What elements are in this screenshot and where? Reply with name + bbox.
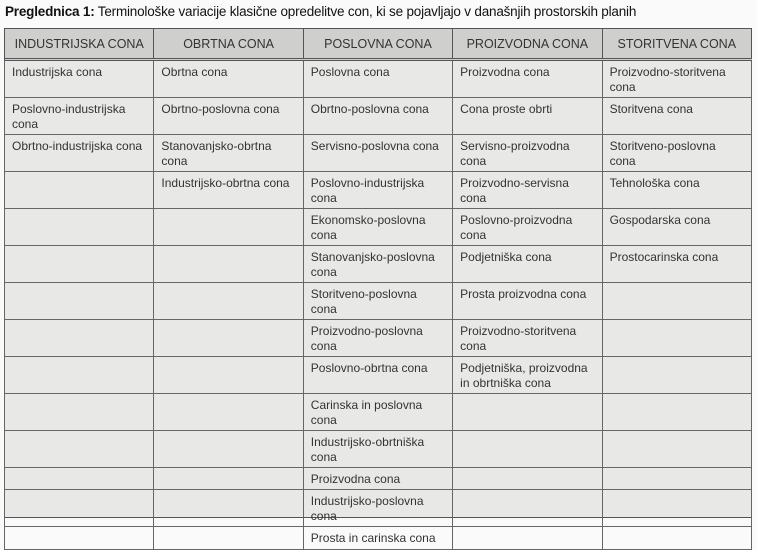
table-caption: Preglednica 1: Terminološke variacije kl… xyxy=(5,4,636,19)
table-cell: Poslovno-proizvodna cona xyxy=(452,208,603,246)
table-row: Industrijsko-poslovna cona xyxy=(3,489,753,527)
table-cell: Prosta in carinska cona xyxy=(302,526,454,550)
table-row: Poslovno-obrtna cona Podjetniška, proizvo… xyxy=(3,356,753,394)
table-cell xyxy=(3,208,155,246)
table-cell: Industrijska cona xyxy=(3,59,155,98)
table-cell: Poslovna cona xyxy=(302,59,454,98)
table-cell xyxy=(153,245,304,283)
table-cell: Gospodarska cona xyxy=(601,208,753,246)
table-cell xyxy=(3,171,155,209)
table-cell: Obrtna cona xyxy=(153,59,304,98)
table-cell: Carinska in poslovna cona xyxy=(302,393,454,431)
table-cell: Stanovanjsko-poslovna cona xyxy=(302,245,454,283)
table-cell xyxy=(3,430,155,468)
table-cell xyxy=(153,526,304,550)
table-row: Poslovno-industrijska cona Obrtno-poslovn… xyxy=(3,97,753,135)
table-row: Proizvodna cona xyxy=(3,467,753,490)
table-cell: Industrijsko-obrtna cona xyxy=(153,171,304,209)
table-cell xyxy=(452,526,603,550)
column-header: POSLOVNA CONA xyxy=(302,28,454,61)
table-cell xyxy=(153,208,304,246)
table-cell: Poslovno-industrijska cona xyxy=(3,97,155,135)
column-header: OBRTNA CONA xyxy=(153,28,304,61)
table-cell xyxy=(601,467,753,490)
table-cell xyxy=(452,489,603,527)
table-cell xyxy=(3,489,155,527)
table-cell xyxy=(601,430,753,468)
table-cell: Proizvodno-storitvena cona xyxy=(452,319,603,357)
table-cell: Proizvodno-poslovna cona xyxy=(302,319,454,357)
table-cell: Podjetniška, proizvodna in obrtniška con… xyxy=(452,356,603,394)
table-cell: Storitvena cona xyxy=(601,97,753,135)
table-cell xyxy=(153,356,304,394)
table-cell xyxy=(153,467,304,490)
table-cell xyxy=(601,526,753,550)
caption-label: Preglednica 1: xyxy=(5,4,95,19)
table-cell xyxy=(601,489,753,527)
zone-terminology-table: INDUSTRIJSKA CONA OBRTNA CONA POSLOVNA CON… xyxy=(3,28,753,550)
table-cell: Industrijsko-obrtniška cona xyxy=(302,430,454,468)
table-cell xyxy=(3,393,155,431)
table-row: Obrtno-industrijska cona Stanovanjsko-obr… xyxy=(3,134,753,172)
table-row: Prosta in carinska cona xyxy=(3,526,753,550)
table-cell: Poslovno-industrijska cona xyxy=(302,171,454,209)
table-cell: Proizvodno-storitvena cona xyxy=(601,59,753,98)
table-cell: Proizvodna cona xyxy=(452,59,603,98)
table-cell: Obrtno-poslovna cona xyxy=(302,97,454,135)
caption-text: Terminološke variacije klasične opredeli… xyxy=(94,4,637,19)
table-cell xyxy=(153,430,304,468)
table-cell: Tehnološka cona xyxy=(601,171,753,209)
table-cell: Servisno-poslovna cona xyxy=(302,134,454,172)
table-row: Proizvodno-poslovna cona Proizvodno-stori… xyxy=(3,319,753,357)
table-cell xyxy=(601,393,753,431)
table-cell xyxy=(601,282,753,320)
table-cell: Proizvodna cona xyxy=(302,467,454,490)
table-cell: Storitveno-poslovna cona xyxy=(601,134,753,172)
header-row: INDUSTRIJSKA CONA OBRTNA CONA POSLOVNA CON… xyxy=(3,28,753,61)
table-cell xyxy=(3,245,155,283)
column-header: INDUSTRIJSKA CONA xyxy=(3,28,155,61)
column-header: PROIZVODNA CONA xyxy=(452,28,603,61)
table-row: Stanovanjsko-poslovna cona Podjetniška co… xyxy=(3,245,753,283)
table-cell xyxy=(3,526,155,550)
table-cell xyxy=(3,356,155,394)
table-cell xyxy=(3,282,155,320)
table-cell: Storitveno-poslovna cona xyxy=(302,282,454,320)
table-row: Industrijsko-obrtna cona Poslovno-industr… xyxy=(3,171,753,209)
table-cell xyxy=(3,319,155,357)
table-row: Storitveno-poslovna cona Prosta proizvodn… xyxy=(3,282,753,320)
table-row: Carinska in poslovna cona xyxy=(3,393,753,431)
table-row: Industrijsko-obrtniška cona xyxy=(3,430,753,468)
table-cell xyxy=(452,430,603,468)
table-row: Ekonomsko-poslovna cona Poslovno-proizvod… xyxy=(3,208,753,246)
column-header: STORITVENA CONA xyxy=(601,28,753,61)
table-cell: Stanovanjsko-obrtna cona xyxy=(153,134,304,172)
table-cell xyxy=(153,489,304,527)
table-cell: Cona proste obrti xyxy=(452,97,603,135)
table-cell: Obrtno-poslovna cona xyxy=(153,97,304,135)
table-cell xyxy=(452,467,603,490)
table-cell xyxy=(153,282,304,320)
table-cell: Industrijsko-poslovna cona xyxy=(302,489,454,527)
table-cell: Prosta proizvodna cona xyxy=(452,282,603,320)
table-cell xyxy=(601,319,753,357)
table-cell: Proizvodno-servisna cona xyxy=(452,171,603,209)
table-cell: Poslovno-obrtna cona xyxy=(302,356,454,394)
table-cell: Podjetniška cona xyxy=(452,245,603,283)
table-cell xyxy=(452,393,603,431)
table-cell: Ekonomsko-poslovna cona xyxy=(302,208,454,246)
table-cell xyxy=(153,319,304,357)
table-cell xyxy=(3,467,155,490)
table-cell xyxy=(601,356,753,394)
table-cell: Servisno-proizvodna cona xyxy=(452,134,603,172)
table-cell xyxy=(153,393,304,431)
table-cell: Prostocarinska cona xyxy=(601,245,753,283)
table-cell: Obrtno-industrijska cona xyxy=(3,134,155,172)
table-row: Industrijska cona Obrtna cona Poslovna con… xyxy=(3,59,753,98)
